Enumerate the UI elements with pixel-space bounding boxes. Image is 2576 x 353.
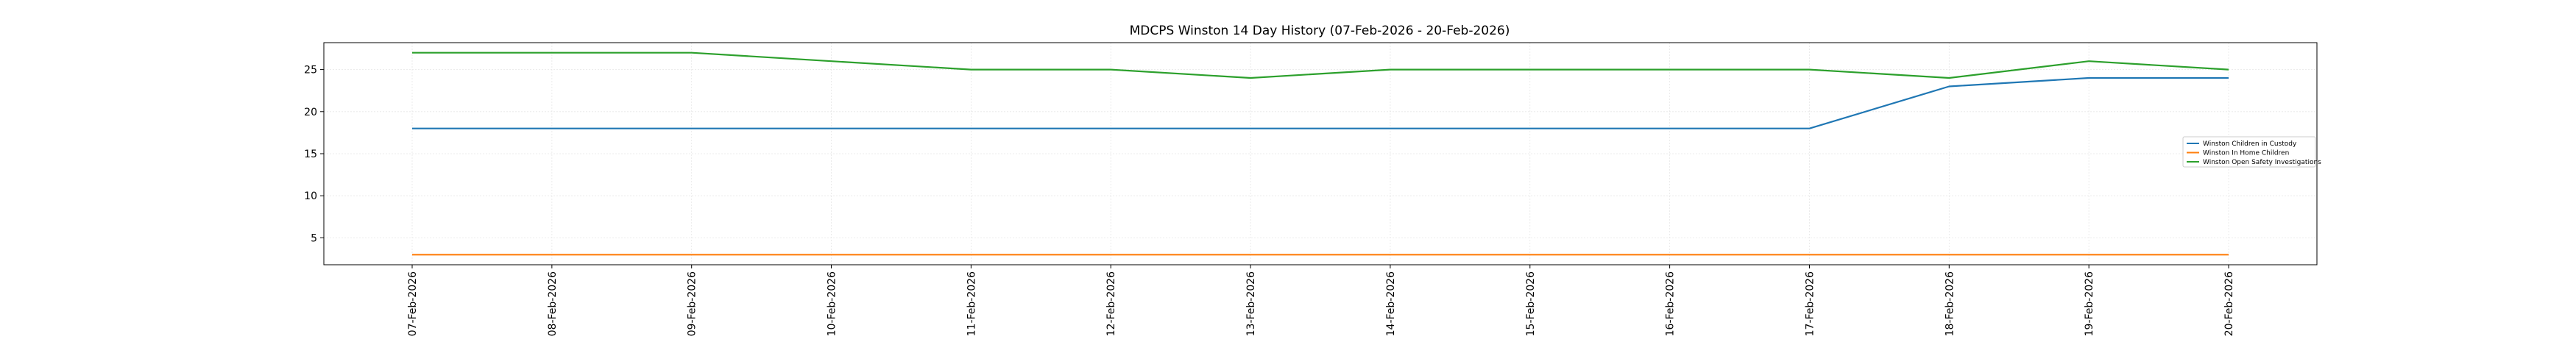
- y-tick-label: 5: [311, 232, 317, 244]
- legend-label: Winston Open Safety Investigations: [2203, 159, 2321, 166]
- x-tick-label: 09-Feb-2026: [687, 271, 698, 336]
- grid: [324, 43, 2317, 265]
- x-tick-label: 15-Feb-2026: [1525, 271, 1537, 336]
- chart-title: MDCPS Winston 14 Day History (07-Feb-202…: [1130, 24, 1510, 38]
- series-lines: [412, 51, 2229, 256]
- legend-label: Winston Children in Custody: [2203, 140, 2297, 148]
- x-tick-label: 17-Feb-2026: [1804, 271, 1816, 336]
- x-tick-label: 11-Feb-2026: [966, 271, 977, 336]
- x-tick-label: 13-Feb-2026: [1245, 271, 1257, 336]
- legend-box: [2182, 136, 2316, 168]
- x-tick-label: 14-Feb-2026: [1385, 271, 1397, 336]
- axes: 5 10 15 20 25 07-Feb-2026 08-Feb-2026 09-Feb-20…: [304, 42, 2318, 336]
- x-tick-label: 16-Feb-2026: [1665, 271, 1677, 336]
- x-tick-label: 20-Feb-2026: [2223, 271, 2235, 336]
- y-tick-label: 15: [304, 149, 317, 160]
- x-tick-label: 10-Feb-2026: [827, 271, 838, 336]
- x-tick-label: 19-Feb-2026: [2084, 271, 2095, 336]
- x-tick-label: 12-Feb-2026: [1105, 271, 1117, 336]
- series-line: [412, 76, 2229, 129]
- x-tick-label: 08-Feb-2026: [547, 271, 559, 336]
- y-tick-label: 10: [304, 190, 317, 202]
- x-tick-label: 07-Feb-2026: [407, 271, 419, 336]
- legend-label: Winston In Home Children: [2203, 150, 2289, 157]
- y-tick-label: 25: [304, 65, 317, 76]
- y-tick-label: 20: [304, 107, 317, 118]
- legend: Winston Children in Custody Winston In Ho…: [2182, 136, 2321, 168]
- x-tick-label: 18-Feb-2026: [1944, 271, 1956, 336]
- series-line: [412, 51, 2229, 79]
